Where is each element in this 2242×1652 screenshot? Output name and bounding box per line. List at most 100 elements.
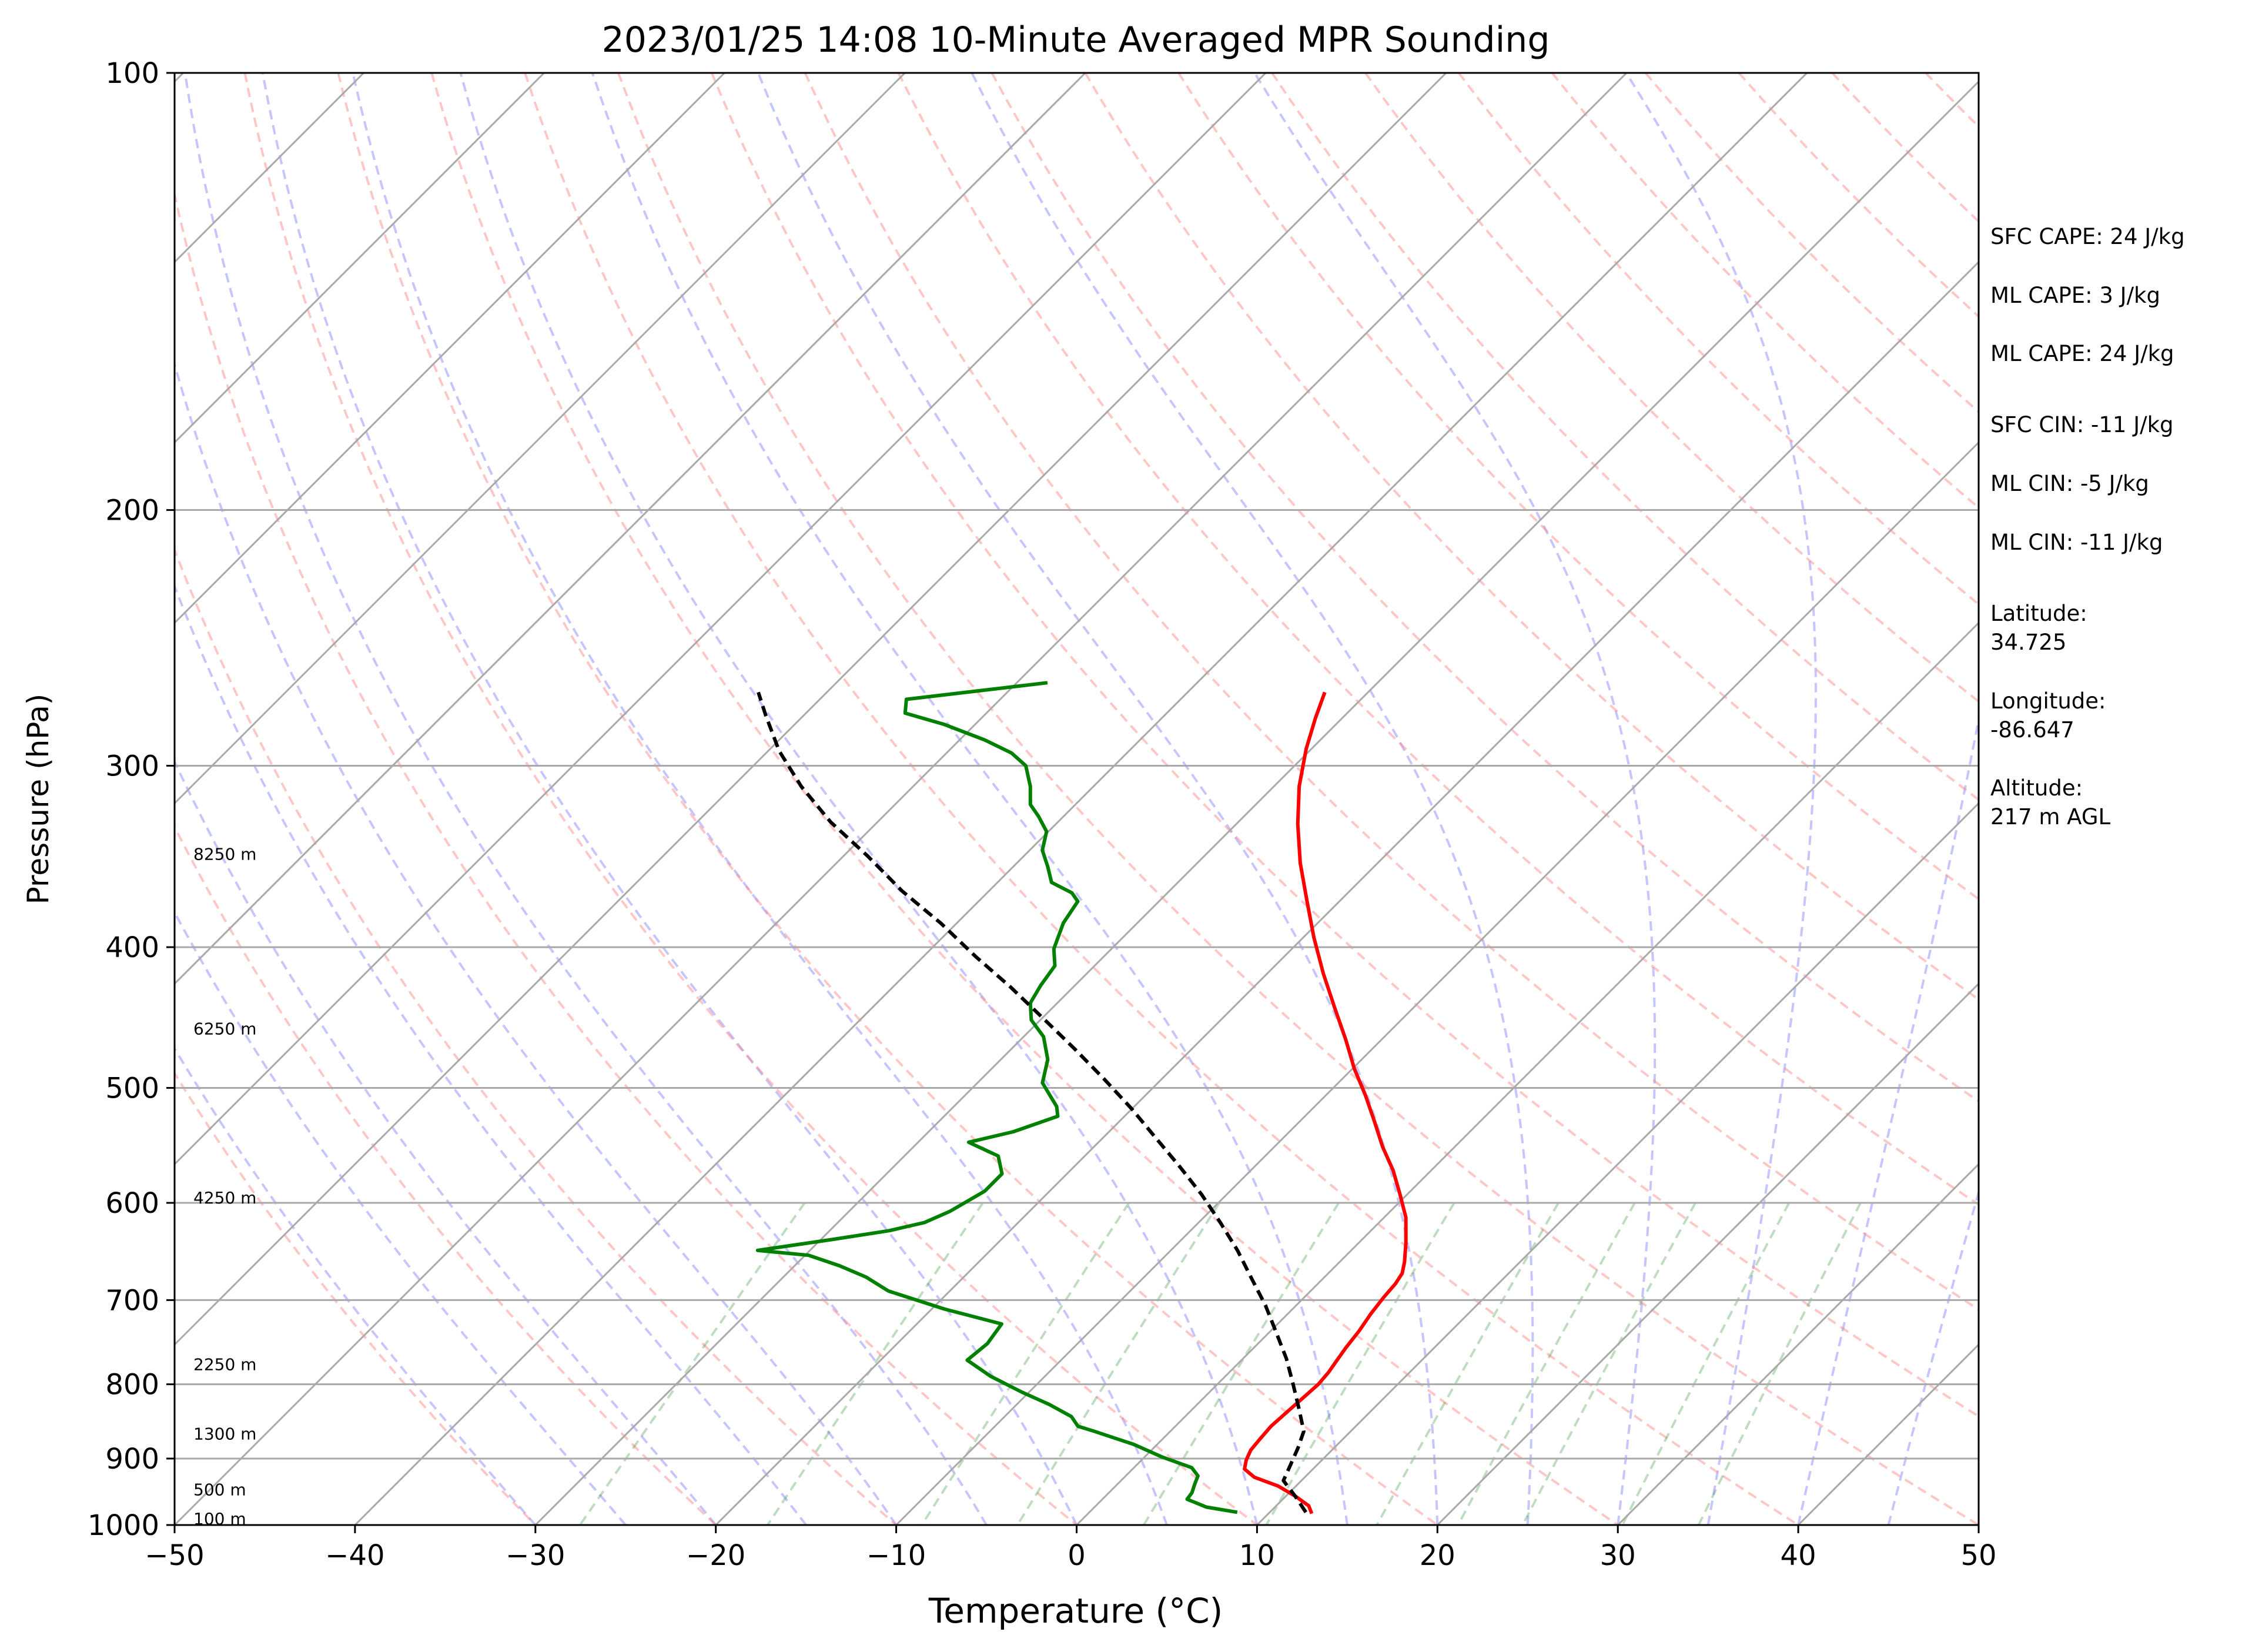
chart-title: 2023/01/25 14:08 10-Minute Averaged MPR … — [602, 19, 1550, 61]
isotherm-line — [175, 73, 1267, 1166]
moist-adiabat — [175, 360, 898, 1525]
mixing-ratio-line — [1016, 1202, 1220, 1525]
isotherm-line — [175, 73, 1086, 985]
y-axis-ticks: 100 200 300 400 500 600 700 800 900 1000 — [88, 57, 175, 1542]
dry-adiabat — [243, 73, 1258, 1525]
temperature-line — [1243, 691, 1408, 1514]
isotherm-line — [175, 73, 906, 805]
x-tick-label: −40 — [325, 1539, 384, 1572]
mixing-ratio-line — [921, 1202, 1130, 1525]
moist-adiabat — [175, 583, 807, 1525]
dry-adiabat — [1084, 73, 1979, 1001]
y-tick-label: 500 — [105, 1072, 159, 1105]
sounding-series — [755, 681, 1408, 1514]
mixing-ratio-line — [1265, 1202, 1455, 1525]
mixing-ratio-line — [578, 1202, 806, 1525]
isotherm-line — [175, 73, 545, 444]
isotherm-line — [175, 73, 1447, 1346]
y-tick-label: 600 — [105, 1187, 159, 1220]
dry-adiabat — [1364, 73, 1979, 703]
sfc-cape-text: SFC CAPE: 24 J/kg — [1990, 224, 2185, 249]
isotherm-line — [1617, 1163, 1979, 1525]
dry-adiabat — [175, 189, 1078, 1525]
moist-adiabat — [971, 73, 1534, 1525]
isotherms — [175, 73, 1979, 1525]
y-tick-label: 100 — [105, 57, 159, 90]
parcel-line — [757, 691, 1307, 1513]
x-axis-ticks: −50 −40 −30 −20 −10 0 10 20 30 40 50 — [145, 1525, 1997, 1572]
y-tick-label: 300 — [105, 750, 159, 782]
longitude-label: Longitude: — [1990, 688, 2106, 714]
x-tick-label: 20 — [1420, 1539, 1455, 1572]
x-tick-label: −50 — [145, 1539, 204, 1572]
dry-adiabats — [175, 73, 1979, 1525]
height-label: 2250 m — [193, 1355, 256, 1375]
height-label: 500 m — [193, 1480, 246, 1499]
height-label: 100 m — [193, 1509, 246, 1529]
height-label: 6250 m — [193, 1019, 256, 1038]
y-tick-label: 400 — [105, 931, 159, 964]
x-tick-label: 40 — [1781, 1539, 1816, 1572]
isotherm-line — [1076, 621, 1979, 1525]
ml-cape-text-1: ML CAPE: 3 J/kg — [1990, 283, 2160, 308]
x-tick-label: 30 — [1600, 1539, 1636, 1572]
dry-adiabat — [1177, 73, 1979, 901]
longitude-value: -86.647 — [1990, 717, 2074, 743]
height-label: 1300 m — [193, 1424, 256, 1443]
plot-area: 100 m 500 m 1300 m 2250 m 4250 m 6250 m 8250 m — [175, 73, 1979, 1529]
isotherm-line — [1256, 802, 1979, 1525]
y-tick-label: 1000 — [88, 1509, 159, 1542]
dry-adiabat — [524, 73, 1799, 1525]
dry-adiabat — [1551, 73, 1979, 510]
dry-adiabat — [337, 73, 1438, 1525]
mixing-ratio-line — [1521, 1202, 1696, 1525]
y-tick-label: 800 — [105, 1369, 159, 1402]
y-axis-label: Pressure (hPa) — [21, 694, 55, 905]
moist-adiabat — [1797, 713, 1979, 1525]
x-tick-label: −30 — [506, 1539, 565, 1572]
dry-adiabat — [1738, 73, 1979, 319]
x-tick-label: −10 — [866, 1539, 926, 1572]
ml-cape-text-2: ML CAPE: 24 J/kg — [1990, 341, 2174, 366]
mixing-ratio-lines — [578, 1202, 1862, 1525]
moist-adiabat — [591, 73, 1348, 1525]
mixing-ratio-line — [1457, 1202, 1636, 1525]
height-label: 4250 m — [193, 1188, 256, 1208]
isotherm-line — [895, 441, 1979, 1525]
isotherm-line — [175, 73, 1628, 1525]
y-tick-label: 200 — [105, 494, 159, 527]
ml-cin-text-2: ML CIN: -11 J/kg — [1990, 530, 2163, 555]
altitude-label: Altitude: — [1990, 775, 2083, 801]
isotherm-line — [175, 73, 725, 624]
x-tick-label: 50 — [1960, 1539, 1996, 1572]
side-info-panel: SFC CAPE: 24 J/kg ML CAPE: 3 J/kg ML CAP… — [1990, 224, 2185, 830]
x-tick-label: 0 — [1068, 1539, 1086, 1572]
x-axis-label: Temperature (°C) — [928, 1591, 1223, 1631]
dewpoint-line — [755, 681, 1238, 1514]
y-tick-label: 900 — [105, 1443, 159, 1476]
latitude-value: 34.725 — [1990, 630, 2066, 655]
y-tick-label: 700 — [105, 1284, 159, 1317]
moist-adiabat — [352, 73, 1168, 1525]
moist-adiabat — [1625, 73, 1817, 1525]
moist-adiabat — [175, 1046, 537, 1525]
x-tick-label: −20 — [686, 1539, 745, 1572]
isotherm-line — [534, 80, 1979, 1525]
moist-adiabat — [183, 73, 988, 1525]
isotherm-line — [715, 260, 1979, 1525]
dry-adiabat — [710, 73, 1979, 1418]
isobars — [175, 509, 1979, 1460]
latitude-label: Latitude: — [1990, 601, 2087, 626]
mixing-ratio-line — [767, 1202, 984, 1525]
altitude-value: 217 m AGL — [1990, 804, 2111, 830]
dry-adiabat — [617, 73, 1979, 1525]
height-label: 8250 m — [193, 844, 256, 864]
dry-adiabat — [175, 546, 897, 1525]
ml-cin-text-1: ML CIN: -5 J/kg — [1990, 471, 2149, 496]
x-tick-label: 10 — [1239, 1539, 1275, 1572]
height-labels: 100 m 500 m 1300 m 2250 m 4250 m 6250 m 8250 m — [193, 844, 256, 1529]
moist-adiabat — [261, 73, 1078, 1525]
mixing-ratio-line — [1376, 1202, 1560, 1525]
